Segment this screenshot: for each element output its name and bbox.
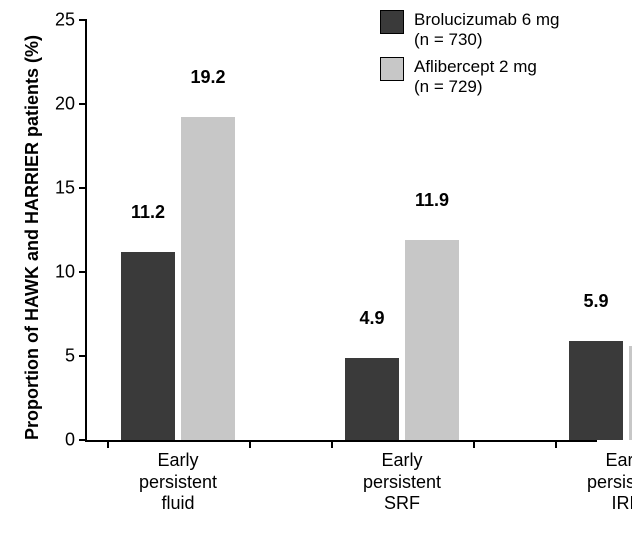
y-tick-label: 10 (55, 262, 87, 283)
y-axis-label: Proportion of HAWK and HARRIER patients … (22, 35, 43, 440)
x-tick-label: Early persistent fluid (139, 440, 217, 515)
bar-value-label: 19.2 (190, 67, 225, 92)
bar (121, 252, 175, 440)
legend: Brolucizumab 6 mg (n = 730) Aflibercept 2… (380, 10, 560, 104)
y-tick-label: 0 (65, 430, 87, 451)
bar (181, 117, 235, 440)
chart-container: Proportion of HAWK and HARRIER patients … (0, 0, 632, 541)
x-tick (249, 440, 251, 448)
x-tick-label: Early persistent SRF (363, 440, 441, 515)
x-tick (331, 440, 333, 448)
legend-swatch (380, 57, 404, 81)
legend-item: Aflibercept 2 mg (n = 729) (380, 57, 560, 98)
legend-label: Brolucizumab 6 mg (n = 730) (414, 10, 560, 51)
y-tick-label: 20 (55, 94, 87, 115)
x-tick (107, 440, 109, 448)
legend-swatch (380, 10, 404, 34)
bar-value-label: 11.9 (415, 190, 449, 215)
x-tick (555, 440, 557, 448)
bar (405, 240, 459, 440)
y-tick-label: 25 (55, 10, 87, 31)
legend-item: Brolucizumab 6 mg (n = 730) (380, 10, 560, 51)
bar (569, 341, 623, 440)
y-tick-label: 5 (65, 346, 87, 367)
bar-value-label: 11.2 (131, 202, 165, 227)
x-tick-label: Early persistent IRF (587, 440, 632, 515)
bar-value-label: 4.9 (359, 308, 384, 333)
legend-label: Aflibercept 2 mg (n = 729) (414, 57, 537, 98)
bar (345, 358, 399, 440)
y-tick-label: 15 (55, 178, 87, 199)
x-tick (473, 440, 475, 448)
bar-value-label: 5.9 (583, 291, 608, 316)
